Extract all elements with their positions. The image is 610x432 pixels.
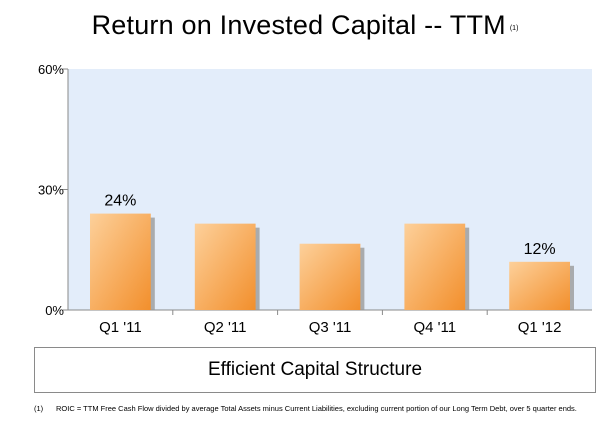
chart-title: Return on Invested Capital -- TTM (1) xyxy=(0,10,610,41)
x-axis-labels: Q1 '11 Q2 '11 Q3 '11 Q4 '11 Q1 '12 xyxy=(99,310,561,336)
bar-chart: 0%30%60% Q1 '11 Q2 '11 Q3 '11 Q4 '11 Q1 '12 … xyxy=(38,62,592,336)
bar xyxy=(299,243,361,310)
y-tick-label: 30% xyxy=(38,183,64,198)
chart-title-text: Return on Invested Capital -- TTM xyxy=(91,10,506,40)
footnote-marker: (1) xyxy=(34,404,44,413)
footnote-text: ROIC = TTM Free Cash Flow divided by ave… xyxy=(56,404,577,413)
title-footnote-marker: (1) xyxy=(509,25,519,32)
bar xyxy=(404,223,466,310)
x-tick-label: Q2 '11 xyxy=(204,319,247,336)
bar xyxy=(509,261,570,310)
bar xyxy=(194,223,256,310)
x-tick-label: Q4 '11 xyxy=(413,319,456,336)
y-tick-label: 60% xyxy=(38,62,64,77)
bars xyxy=(90,213,574,310)
x-tick-label: Q3 '11 xyxy=(309,319,352,336)
data-label: 24% xyxy=(104,193,136,210)
y-tick-label: 0% xyxy=(45,303,64,318)
bar xyxy=(90,213,151,310)
efficient-capital-structure-banner: Efficient Capital Structure xyxy=(34,347,596,393)
x-tick-label: Q1 '12 xyxy=(518,319,562,336)
data-labels: 24% 12% xyxy=(104,193,555,258)
x-tick-label: Q1 '11 xyxy=(99,319,142,336)
data-label: 12% xyxy=(524,241,556,258)
